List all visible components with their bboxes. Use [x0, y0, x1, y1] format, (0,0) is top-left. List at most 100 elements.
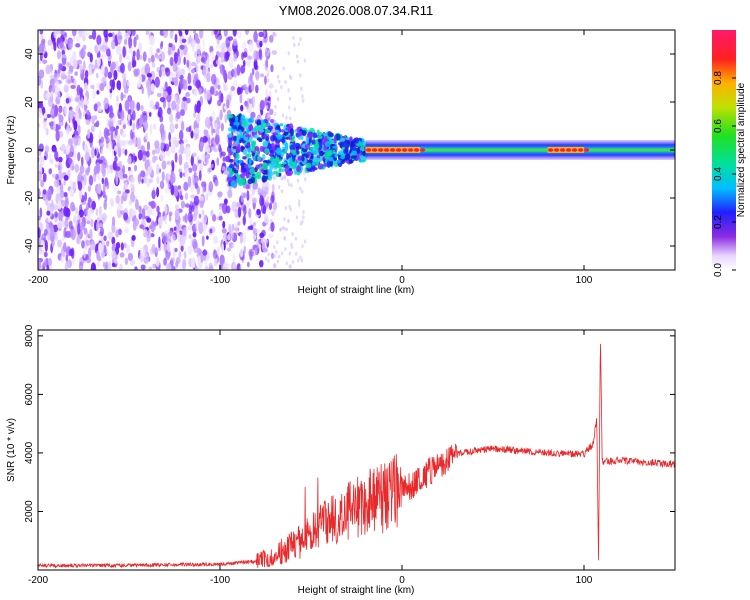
spectrogram-noise-blob — [106, 48, 111, 57]
spectrogram-noise-blob — [239, 264, 243, 270]
spectrogram-noise-blob — [184, 192, 189, 201]
spectrogram-signal-blob — [253, 134, 258, 139]
spectrogram-noise-blob — [58, 210, 63, 222]
spectrogram-noise-blob — [193, 216, 196, 222]
spectrogram-noise-blob — [245, 201, 250, 208]
spectrogram-noise-blob — [288, 74, 292, 79]
spectrogram-signal-blob — [361, 156, 366, 160]
spectrogram-noise-blob — [87, 210, 92, 221]
spectrogram-noise-blob — [132, 122, 136, 131]
spectrogram-noise-blob — [166, 160, 171, 165]
spectrogram-signal-blob — [312, 150, 317, 155]
spectrogram-noise-blob — [100, 65, 105, 76]
spectrogram-noise-blob — [43, 251, 48, 258]
spectrogram-noise-blob — [285, 227, 288, 232]
spectrogram-noise-blob — [89, 239, 96, 251]
spectrogram-noise-blob — [44, 240, 48, 252]
spectrogram-noise-blob — [43, 121, 48, 131]
spectrogram-signal-blob — [242, 156, 247, 160]
spectrogram-noise-blob — [73, 183, 77, 189]
spectrogram-noise-blob — [170, 234, 176, 244]
spectrogram-noise-blob — [38, 237, 42, 247]
spectrogram-noise-blob — [53, 224, 59, 233]
spectrogram-signal-blob — [312, 132, 318, 139]
spectrogram-noise-blob — [104, 194, 108, 202]
spectrogram-noise-blob — [288, 204, 291, 209]
spectrogram-noise-blob — [89, 228, 93, 241]
spectrogram-noise-blob — [115, 194, 121, 204]
spectrogram-noise-blob — [193, 195, 200, 206]
spectrogram-noise-blob — [151, 61, 156, 68]
spectrogram-noise-blob — [53, 121, 57, 132]
spectrogram-signal-blob — [337, 150, 343, 155]
spectrogram-noise-blob — [302, 210, 305, 215]
spectrogram-noise-blob — [265, 48, 268, 53]
spectrogram-peak-blob — [366, 148, 372, 152]
spectrogram-noise-blob — [54, 234, 59, 241]
spectrogram-noise-blob — [228, 46, 232, 53]
spectrogram-noise-blob — [256, 238, 260, 250]
spectrogram-noise-blob — [142, 51, 147, 62]
spectrogram-noise-blob — [103, 97, 109, 110]
spectrogram-noise-blob — [198, 159, 202, 164]
spectrogram-noise-blob — [45, 92, 51, 99]
spectrogram-noise-blob — [302, 98, 305, 103]
spectrogram-noise-blob — [107, 71, 113, 79]
spectrogram-noise-blob — [64, 217, 69, 230]
spectrogram-noise-blob — [63, 179, 66, 186]
spectrogram-noise-blob — [212, 214, 217, 222]
spectrogram-noise-blob — [141, 86, 144, 95]
spectrogram-noise-blob — [151, 207, 156, 217]
spectrogram-noise-blob — [54, 163, 58, 168]
spectrogram-noise-blob — [265, 105, 269, 110]
spectrogram-noise-blob — [295, 215, 299, 220]
spectrogram-noise-blob — [136, 102, 141, 112]
spectrogram-noise-blob — [277, 185, 281, 190]
spectrogram-signal-blob — [346, 140, 351, 148]
spectrogram-noise-blob — [161, 85, 167, 91]
spectrogram-noise-blob — [163, 257, 168, 266]
spectrogram-noise-blob — [221, 243, 225, 254]
spectrogram-noise-blob — [168, 211, 173, 217]
spectrogram-noise-blob — [176, 111, 181, 120]
spectrogram-noise-blob — [54, 211, 59, 218]
spectrogram-noise-blob — [293, 43, 296, 48]
spectrogram-noise-blob — [276, 74, 280, 79]
spectrogram-noise-blob — [273, 253, 276, 258]
spectrogram-noise-blob — [248, 208, 252, 219]
spectrogram-noise-blob — [146, 168, 150, 176]
spectrogram-peak-blob — [584, 148, 590, 152]
spectrogram-noise-blob — [57, 221, 62, 229]
spectrogram-noise-blob — [273, 176, 276, 181]
spectrogram-noise-blob — [270, 221, 275, 232]
spectrogram-noise-blob — [215, 127, 220, 137]
spectrogram-noise-blob — [204, 116, 211, 128]
spectrogram-noise-blob — [200, 153, 206, 162]
spectrogram-signal-blob — [284, 166, 290, 173]
spectrogram-noise-blob — [192, 231, 197, 238]
spectrogram-noise-blob — [53, 230, 58, 236]
spectrogram-noise-blob — [148, 266, 153, 270]
spectrogram-noise-blob — [166, 240, 171, 253]
spectrogram-noise-blob — [46, 265, 50, 270]
spectrogram-noise-blob — [160, 51, 166, 62]
spectrogram-noise-blob — [38, 107, 43, 119]
spectrogram-noise-blob — [192, 238, 198, 250]
colorbar-ticks: 0.0 0.2 0.4 0.6 0.8 — [713, 71, 736, 277]
spectrogram-noise-blob — [110, 250, 117, 259]
spectrogram-noise-blob — [240, 65, 246, 74]
spectrogram-noise-blob — [127, 61, 132, 72]
spectrogram-noise-blob — [77, 137, 81, 147]
spectrogram-noise-blob — [179, 44, 185, 50]
spectrogram-noise-blob — [111, 222, 116, 234]
spectrogram-signal-blob — [263, 134, 268, 139]
spectrogram-noise-blob — [169, 122, 175, 134]
spectrogram-signal-blob — [344, 153, 351, 161]
spectrogram-noise-blob — [156, 163, 160, 176]
spectrogram-noise-blob — [243, 204, 247, 217]
spectrogram-y-tick-label: 40 — [24, 48, 35, 60]
spectrogram-noise-blob — [226, 247, 232, 252]
spectrogram-noise-blob — [181, 38, 187, 44]
spectrogram-noise-blob — [297, 42, 301, 47]
spectrogram-noise-blob — [147, 229, 152, 240]
